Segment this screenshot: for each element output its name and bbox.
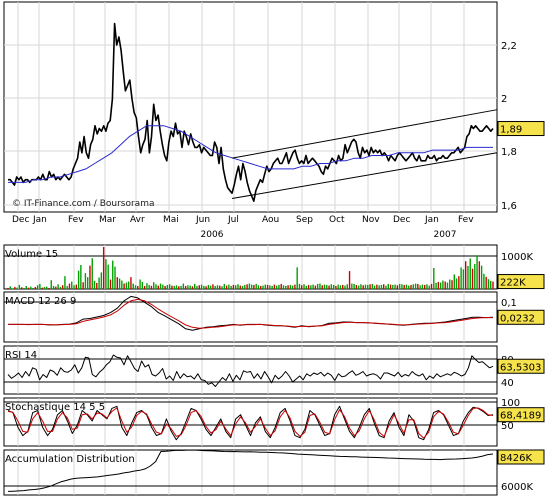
x-tick-label: Aou	[262, 215, 279, 225]
x-tick-label: Fev	[458, 215, 474, 225]
x-tick-label: Fev	[68, 215, 84, 225]
last-value-label: 0,0232	[500, 313, 535, 324]
series-line-0	[7, 405, 494, 441]
x-year-label: 2007	[434, 230, 457, 240]
y-tick-label: 6000K	[501, 482, 533, 493]
x-tick-label: Jun	[195, 215, 210, 225]
y-tick-label: 50	[501, 421, 514, 432]
last-value-box	[497, 309, 545, 325]
last-value-label: 1,89	[500, 125, 522, 136]
x-tick-label: Mai	[163, 215, 179, 225]
y-tick-label: 1,6	[501, 201, 517, 212]
y-tick-label: 1,8	[501, 147, 517, 158]
last-value-box	[497, 274, 545, 290]
panel-title: Accumulation Distribution	[5, 454, 135, 465]
x-tick-label: Dec	[393, 215, 410, 225]
series-line-0	[7, 449, 494, 492]
series-line-1	[8, 298, 493, 329]
x-tick-label: Jan	[32, 215, 47, 225]
last-value-label: 222K	[500, 278, 526, 289]
panel-frame	[3, 1, 498, 213]
x-axis: Dec Jan Fev Mar Avr Mai Jun Jul Aou Sep Oct Nov Dec J…	[12, 215, 474, 240]
panel-frame	[3, 345, 498, 395]
last-value-box	[497, 358, 545, 374]
last-value-box	[497, 121, 545, 137]
panel-frame	[3, 397, 498, 447]
last-value-box	[497, 407, 545, 423]
watermark: © IT-Finance.com / Boursorama	[12, 199, 154, 209]
last-value-label: 8426K	[500, 453, 532, 464]
series-line-1	[8, 125, 493, 183]
x-tick-label: Avr	[130, 215, 145, 225]
last-value-label: 68,4189	[500, 411, 541, 422]
last-value-box	[497, 449, 545, 465]
y-tick-label: 1000K	[501, 252, 533, 263]
panel-title: Volume 15	[5, 249, 58, 260]
x-tick-label: Nov	[362, 215, 380, 225]
y-tick-label: 100	[501, 398, 520, 409]
trend-line-upper	[231, 109, 498, 159]
y-tick-label: 2,2	[501, 41, 517, 52]
x-tick-label: Oct	[329, 215, 345, 225]
panel-4: 100 50 Stochastique 14 5 5 68,4189	[3, 397, 545, 447]
x-year-label: 2006	[201, 230, 224, 240]
panel-title: RSI 14	[5, 350, 37, 361]
panel-0: 1,6 1,8 2 2,2 1,89	[3, 1, 545, 213]
panel-frame	[3, 449, 498, 496]
last-value-label: 63,5303	[500, 362, 541, 373]
y-tick-label: 0,1	[501, 298, 517, 309]
x-tick-label: Jul	[227, 215, 239, 225]
panel-5: 6000K Accumulation Distribution 8426K	[3, 449, 545, 496]
panel-frame	[3, 244, 498, 290]
panel-title: MACD 12 26 9	[5, 296, 76, 307]
x-tick-label: Mar	[99, 215, 116, 225]
series-line-1	[7, 407, 494, 439]
x-tick-label: Dec	[12, 215, 29, 225]
y-tick-label: 40	[501, 378, 514, 389]
panel-frame	[3, 291, 498, 343]
panel-1: 1000K Volume 15 222K	[3, 244, 545, 290]
x-tick-label: Sep	[296, 215, 313, 225]
panel-title: Stochastique 14 5 5	[5, 402, 105, 413]
series-line-0	[7, 354, 494, 387]
panel-2: 0,1 MACD 12 26 9 0,0232	[3, 291, 545, 343]
chart-panels: 1,6 1,8 2 2,2 1,89 1000K Volume 15 222K 0,1 MACD …	[3, 1, 545, 496]
y-tick-label: 2	[501, 94, 507, 105]
trend-line-lower	[231, 152, 498, 200]
x-tick-label: Jan	[424, 215, 439, 225]
